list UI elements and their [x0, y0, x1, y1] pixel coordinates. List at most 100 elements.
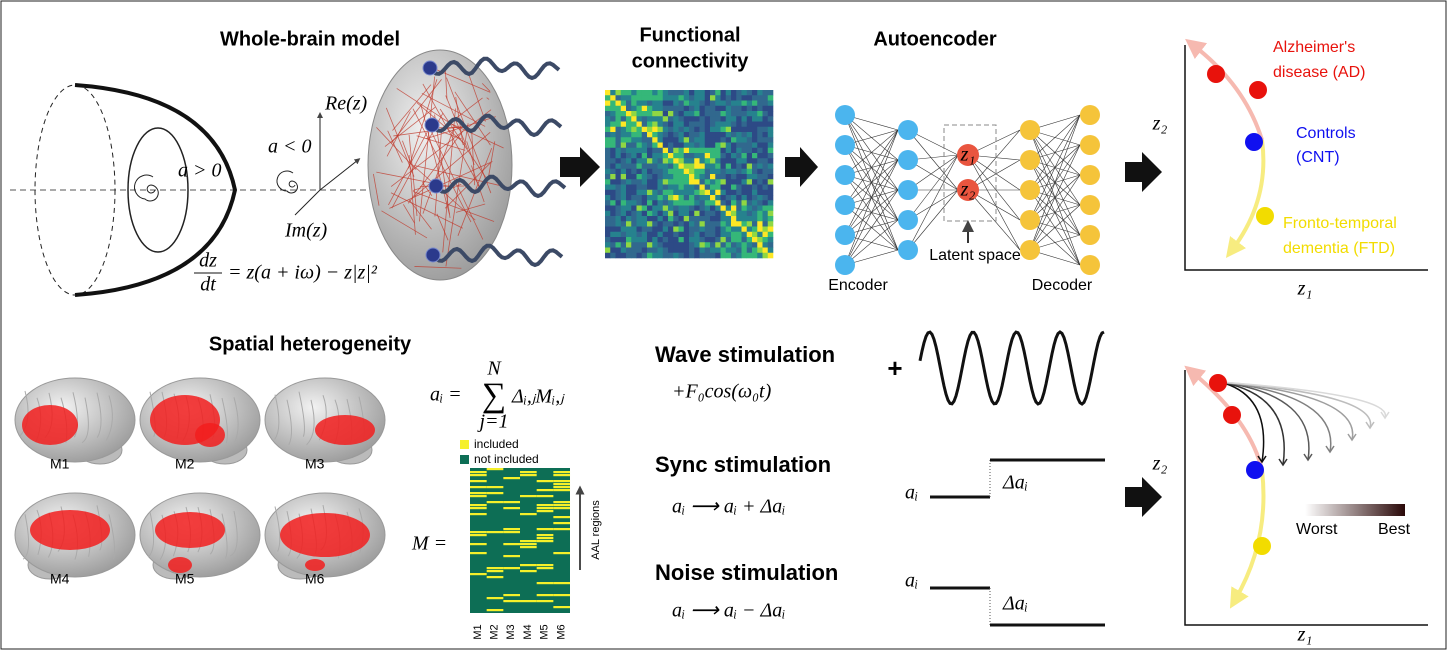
- node: [1080, 255, 1100, 275]
- cell: [700, 101, 706, 107]
- cell: [694, 164, 700, 170]
- cell: [642, 148, 648, 154]
- cell: [742, 132, 748, 138]
- cell: [642, 106, 648, 112]
- cell: [752, 143, 758, 149]
- cell: [631, 253, 637, 259]
- cell: [652, 95, 658, 101]
- node: [1080, 195, 1100, 215]
- included-cell: [503, 567, 520, 569]
- cell: [605, 101, 611, 107]
- cell: [642, 200, 648, 206]
- node: [1020, 180, 1040, 200]
- cell: [757, 106, 763, 112]
- cell: [700, 127, 706, 133]
- included-cell: [487, 468, 504, 470]
- cell: [757, 211, 763, 217]
- cell: [647, 174, 653, 180]
- cell: [663, 101, 669, 107]
- formula: +F₀cos(ω₀t): [672, 381, 772, 403]
- cell: [726, 122, 732, 128]
- cell: [742, 185, 748, 191]
- cell: [757, 174, 763, 180]
- cell: [616, 137, 622, 143]
- cell: [647, 200, 653, 206]
- group-dot: [1246, 461, 1264, 479]
- cell: [752, 106, 758, 112]
- included-cell: [520, 600, 537, 602]
- cell: [610, 111, 616, 117]
- cell: [631, 101, 637, 107]
- cell: [663, 185, 669, 191]
- cell: [694, 90, 700, 96]
- cell: [705, 111, 711, 117]
- cell: [731, 185, 737, 191]
- cell: [736, 211, 742, 217]
- cell: [705, 190, 711, 196]
- cell: [663, 206, 669, 212]
- cell: [679, 248, 685, 254]
- cell: [757, 132, 763, 138]
- cell: [684, 169, 690, 175]
- cell: [705, 195, 711, 201]
- included-cell: [537, 564, 554, 566]
- cell: [726, 137, 732, 143]
- cell: [605, 116, 611, 122]
- cell: [710, 179, 716, 185]
- map-label: M5: [175, 571, 195, 587]
- cell: [715, 169, 721, 175]
- delta: Δaᵢ: [1002, 593, 1028, 615]
- cell: [673, 116, 679, 122]
- cell: [752, 185, 758, 191]
- cell: [631, 206, 637, 212]
- cell: [752, 200, 758, 206]
- cell: [621, 132, 627, 138]
- cell: [721, 232, 727, 238]
- cell: [631, 148, 637, 154]
- cell: [742, 248, 748, 254]
- equation: = z(a + iω) − z|z|²: [228, 262, 378, 284]
- cell: [610, 148, 616, 154]
- cell: [731, 200, 737, 206]
- cell: [663, 221, 669, 227]
- cell: [715, 237, 721, 243]
- cell: [710, 185, 716, 191]
- cell: [757, 216, 763, 222]
- included-cell: [520, 540, 537, 542]
- cell: [621, 190, 627, 196]
- cell: [757, 200, 763, 206]
- cell: [757, 164, 763, 170]
- cell: [621, 122, 627, 128]
- trajectory: [1232, 140, 1263, 250]
- cell: [721, 90, 727, 96]
- cell: [647, 237, 653, 243]
- included-cell: [553, 486, 570, 488]
- cell: [689, 195, 695, 201]
- cell: [631, 227, 637, 233]
- cell: [684, 227, 690, 233]
- cell: [652, 148, 658, 154]
- cell: [621, 137, 627, 143]
- cell: [700, 132, 706, 138]
- cell: [726, 185, 732, 191]
- cell: [694, 253, 700, 259]
- cell: [610, 101, 616, 107]
- included-cell: [503, 528, 520, 530]
- cell: [642, 153, 648, 159]
- included-cell: [503, 531, 520, 533]
- cell: [705, 148, 711, 154]
- cell: [752, 122, 758, 128]
- cell: [663, 253, 669, 259]
- included-cell: [520, 474, 537, 476]
- cell: [605, 106, 611, 112]
- cell: [679, 95, 685, 101]
- cell: [642, 158, 648, 164]
- cell: [715, 95, 721, 101]
- cell: [663, 174, 669, 180]
- cell: [731, 116, 737, 122]
- cell: [747, 106, 753, 112]
- cell: [684, 90, 690, 96]
- included-cell: [470, 573, 487, 575]
- cell: [768, 242, 774, 248]
- equation: N: [486, 358, 502, 380]
